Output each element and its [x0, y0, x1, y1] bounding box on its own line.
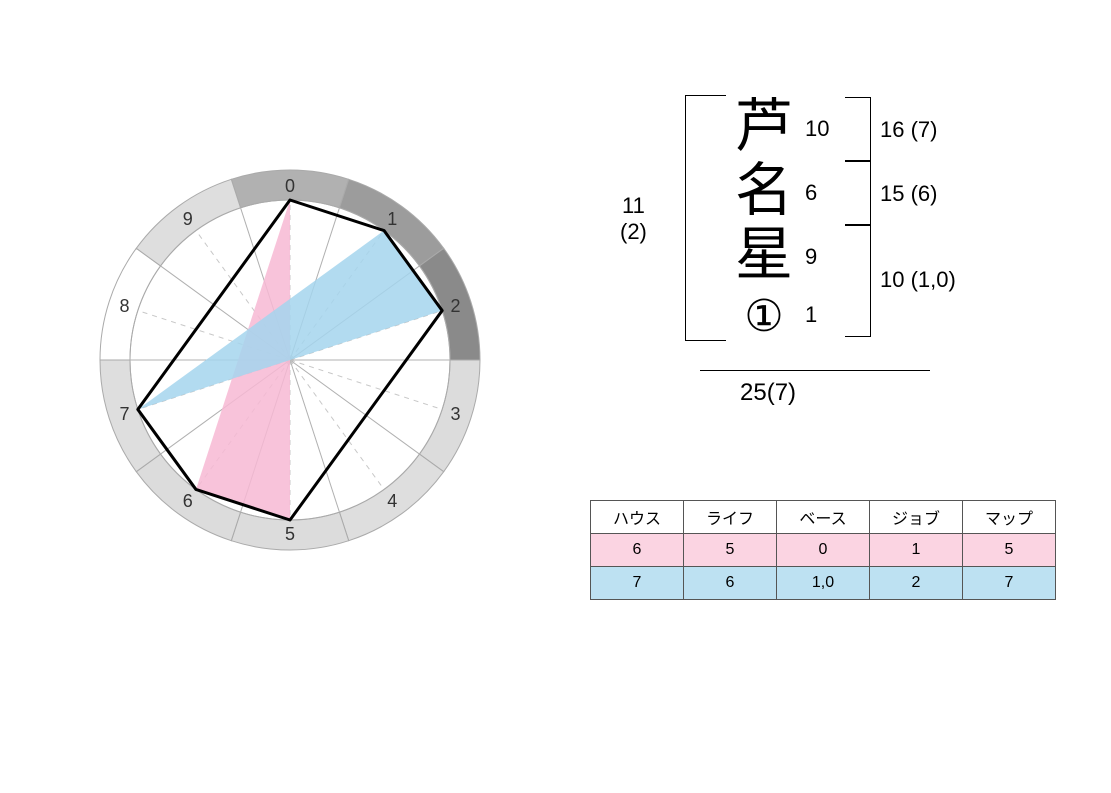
kanji-1: 芦: [735, 95, 793, 159]
blue-life: 6: [684, 567, 777, 600]
col-life: ライフ: [684, 501, 777, 534]
col-base: ベース: [777, 501, 870, 534]
pink-base: 0: [777, 534, 870, 567]
svg-text:4: 4: [387, 491, 397, 511]
left-sum-label: 11 (2): [620, 193, 647, 245]
data-table: ハウス ライフ ベース ジョブ マップ 6 5 0 1 5 7 6 1,0 2 …: [590, 500, 1056, 600]
kanji-2: 名: [735, 159, 793, 223]
col-map: マップ: [963, 501, 1056, 534]
bottom-line: [700, 370, 930, 371]
result-table: ハウス ライフ ベース ジョブ マップ 6 5 0 1 5 7 6 1,0 2 …: [590, 500, 1056, 600]
kanji-stack: 芦 名 星 ①: [735, 95, 793, 343]
name-numerology-block: 11 (2) 芦 名 星 ① 10 6 9 1 16 (7) 15 (6) 10…: [600, 95, 960, 405]
table-row-pink: 6 5 0 1 5: [591, 534, 1056, 567]
svg-text:8: 8: [120, 296, 130, 316]
chart-svg: 0 1 2 3 4 5 6 7 8 9: [80, 150, 500, 570]
right-sum-2: 15 (6): [880, 181, 937, 207]
svg-text:2: 2: [450, 296, 460, 316]
blue-job: 2: [870, 567, 963, 600]
right-bracket-2: [845, 161, 871, 225]
svg-text:3: 3: [450, 404, 460, 424]
circled-number: ①: [735, 291, 793, 343]
col-house: ハウス: [591, 501, 684, 534]
svg-text:6: 6: [183, 491, 193, 511]
svg-text:7: 7: [120, 404, 130, 424]
left-sum: 11: [622, 193, 645, 218]
right-sum-3: 10 (1,0): [880, 267, 956, 293]
blue-map: 7: [963, 567, 1056, 600]
svg-text:9: 9: [183, 209, 193, 229]
blue-base: 1,0: [777, 567, 870, 600]
table-row-blue: 7 6 1,0 2 7: [591, 567, 1056, 600]
blue-house: 7: [591, 567, 684, 600]
svg-text:0: 0: [285, 176, 295, 196]
stroke-num-3: 9: [805, 225, 829, 289]
table-header-row: ハウス ライフ ベース ジョブ マップ: [591, 501, 1056, 534]
pink-life: 5: [684, 534, 777, 567]
svg-text:5: 5: [285, 524, 295, 544]
stroke-nums: 10 6 9 1: [805, 97, 829, 341]
kanji-3: 星: [735, 223, 793, 287]
stroke-num-2: 6: [805, 161, 829, 225]
col-job: ジョブ: [870, 501, 963, 534]
pink-house: 6: [591, 534, 684, 567]
right-sum-1: 16 (7): [880, 117, 937, 143]
svg-text:1: 1: [387, 209, 397, 229]
stroke-num-1: 10: [805, 97, 829, 161]
radar-chart: 0 1 2 3 4 5 6 7 8 9: [80, 150, 500, 570]
pink-job: 1: [870, 534, 963, 567]
right-bracket-1: [845, 97, 871, 161]
stroke-num-4: 1: [805, 289, 829, 341]
right-bracket-3: [845, 225, 871, 337]
bottom-sum: 25(7): [740, 379, 796, 407]
pink-map: 5: [963, 534, 1056, 567]
left-sum-paren: (2): [620, 219, 647, 244]
left-bracket: [685, 95, 726, 341]
